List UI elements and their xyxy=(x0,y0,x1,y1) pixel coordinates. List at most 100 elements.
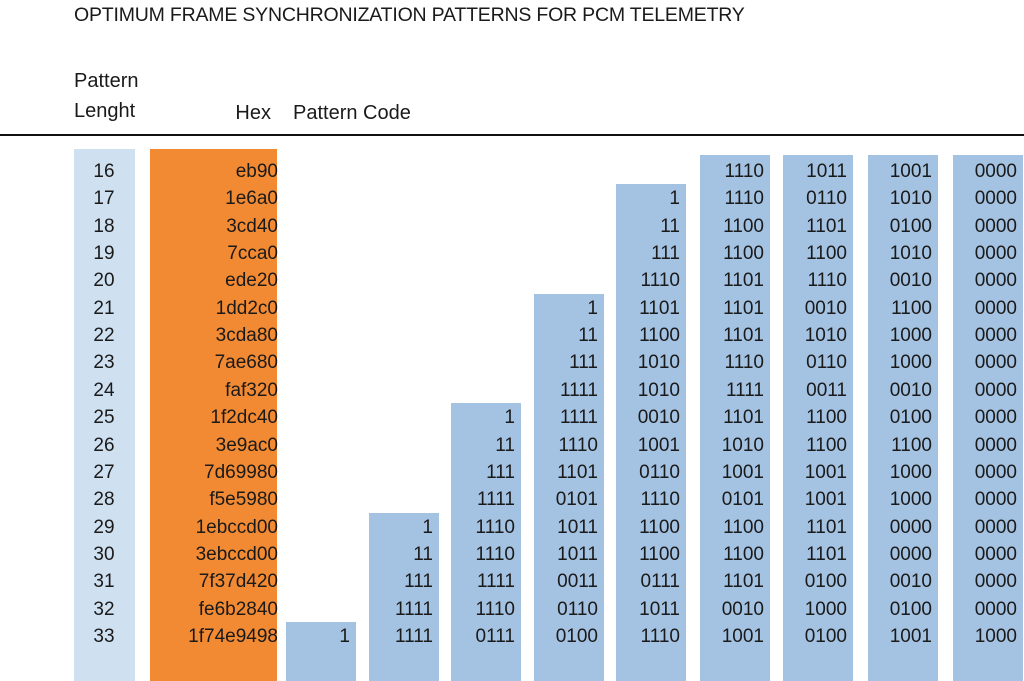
code-column-4-bg xyxy=(534,294,604,681)
row-26-code-5: 1001 xyxy=(637,435,680,456)
row-27-code-5: 0110 xyxy=(639,462,680,483)
row-30-code-2: 11 xyxy=(413,544,433,565)
row-25-code-5: 0010 xyxy=(637,407,680,428)
row-24-length: 24 xyxy=(93,380,115,401)
row-31-length: 31 xyxy=(93,571,115,592)
row-18-hex: 3cd40 xyxy=(226,216,278,237)
row-22-length: 22 xyxy=(93,325,115,346)
code-column-6-bg xyxy=(700,155,770,681)
row-29-code-8: 0000 xyxy=(889,517,932,538)
row-28-code-4: 0101 xyxy=(555,489,598,510)
row-29-code-4: 1011 xyxy=(557,517,598,538)
row-29-code-5: 1100 xyxy=(639,517,680,538)
row-33-code-1: 1 xyxy=(339,626,350,647)
row-30-code-8: 0000 xyxy=(889,544,932,565)
row-26-hex: 3e9ac0 xyxy=(215,435,278,456)
row-24-code-6: 1111 xyxy=(725,380,764,401)
row-31-code-5: 0111 xyxy=(640,571,680,592)
row-18-code-7: 1101 xyxy=(806,216,847,237)
row-27-length: 27 xyxy=(93,462,115,483)
row-17-code-5: 1 xyxy=(669,188,680,209)
row-30-hex: 3ebccd00 xyxy=(195,544,278,565)
row-31-code-9: 0000 xyxy=(974,571,1017,592)
row-28-hex: f5e5980 xyxy=(209,489,278,510)
row-32-code-8: 0100 xyxy=(889,599,932,620)
row-31-code-3: 1111 xyxy=(476,571,515,592)
row-25-code-4: 1111 xyxy=(559,407,598,428)
row-27-code-9: 0000 xyxy=(974,462,1017,483)
row-29-code-9: 0000 xyxy=(974,517,1017,538)
header-divider xyxy=(0,134,1024,136)
row-23-code-9: 0000 xyxy=(974,352,1017,373)
row-21-length: 21 xyxy=(93,298,115,319)
row-22-code-7: 1010 xyxy=(804,325,847,346)
row-30-code-4: 1011 xyxy=(557,544,598,565)
row-16-hex: eb90 xyxy=(235,161,278,182)
row-24-hex: faf320 xyxy=(225,380,278,401)
row-21-code-6: 1101 xyxy=(723,298,764,319)
row-18-code-6: 1100 xyxy=(723,216,764,237)
row-25-hex: 1f2dc40 xyxy=(210,407,278,428)
row-26-code-8: 1100 xyxy=(891,435,932,456)
row-33-code-2: 1111 xyxy=(394,626,433,647)
row-29-code-6: 1100 xyxy=(723,517,764,538)
page-title: OPTIMUM FRAME SYNCHRONIZATION PATTERNS F… xyxy=(74,4,745,26)
row-30-code-9: 0000 xyxy=(974,544,1017,565)
row-29-code-3: 1110 xyxy=(475,517,515,538)
row-23-code-8: 1000 xyxy=(889,352,932,373)
row-19-length: 19 xyxy=(93,243,115,264)
row-26-code-4: 1110 xyxy=(558,435,598,456)
row-25-code-8: 0100 xyxy=(889,407,932,428)
row-21-code-5: 1101 xyxy=(639,298,680,319)
row-16-code-8: 1001 xyxy=(889,161,932,182)
row-32-code-2: 1111 xyxy=(394,599,433,620)
row-32-code-5: 1011 xyxy=(639,599,680,620)
code-column-3-bg xyxy=(451,403,521,681)
row-27-hex: 7d69980 xyxy=(204,462,278,483)
row-25-code-9: 0000 xyxy=(974,407,1017,428)
row-28-code-7: 1001 xyxy=(804,489,847,510)
row-21-hex: 1dd2c0 xyxy=(215,298,278,319)
row-22-code-6: 1101 xyxy=(723,325,764,346)
header-pattern-length-line1: Pattern xyxy=(74,70,139,92)
row-25-code-3: 1 xyxy=(504,407,515,428)
row-27-code-4: 1101 xyxy=(557,462,598,483)
row-27-code-7: 1001 xyxy=(804,462,847,483)
row-24-code-5: 1010 xyxy=(637,380,680,401)
row-24-code-8: 0010 xyxy=(889,380,932,401)
header-pattern-code: Pattern Code xyxy=(293,102,411,124)
row-24-code-9: 0000 xyxy=(974,380,1017,401)
row-20-code-5: 1110 xyxy=(640,270,680,291)
row-24-code-4: 1111 xyxy=(559,380,598,401)
code-column-2-bg xyxy=(369,513,439,681)
row-33-code-9: 1000 xyxy=(974,626,1017,647)
code-column-7-bg xyxy=(783,155,853,681)
row-29-hex: 1ebccd00 xyxy=(195,517,278,538)
row-33-code-6: 1001 xyxy=(721,626,764,647)
row-17-code-7: 0110 xyxy=(806,188,847,209)
row-33-code-7: 0100 xyxy=(804,626,847,647)
row-18-code-9: 0000 xyxy=(974,216,1017,237)
row-18-code-8: 0100 xyxy=(889,216,932,237)
hex-column-bg xyxy=(150,149,277,681)
row-19-code-5: 111 xyxy=(651,243,680,264)
row-22-code-4: 11 xyxy=(578,325,598,346)
code-column-5-bg xyxy=(616,184,686,681)
row-24-code-7: 0011 xyxy=(806,380,847,401)
row-30-length: 30 xyxy=(93,544,115,565)
row-20-code-9: 0000 xyxy=(974,270,1017,291)
row-17-code-6: 1110 xyxy=(724,188,764,209)
row-29-code-7: 1101 xyxy=(806,517,847,538)
row-23-code-6: 1110 xyxy=(724,352,764,373)
row-29-length: 29 xyxy=(93,517,115,538)
row-25-code-6: 1101 xyxy=(723,407,764,428)
row-26-code-3: 11 xyxy=(495,435,515,456)
header-pattern-length-line2: Lenght xyxy=(74,100,136,122)
row-32-hex: fe6b2840 xyxy=(198,599,278,620)
code-column-8-bg xyxy=(868,155,938,681)
row-29-code-2: 1 xyxy=(422,517,433,538)
row-23-length: 23 xyxy=(93,352,115,373)
row-19-code-6: 1100 xyxy=(723,243,764,264)
row-25-length: 25 xyxy=(93,407,115,428)
row-26-code-6: 1010 xyxy=(721,435,764,456)
